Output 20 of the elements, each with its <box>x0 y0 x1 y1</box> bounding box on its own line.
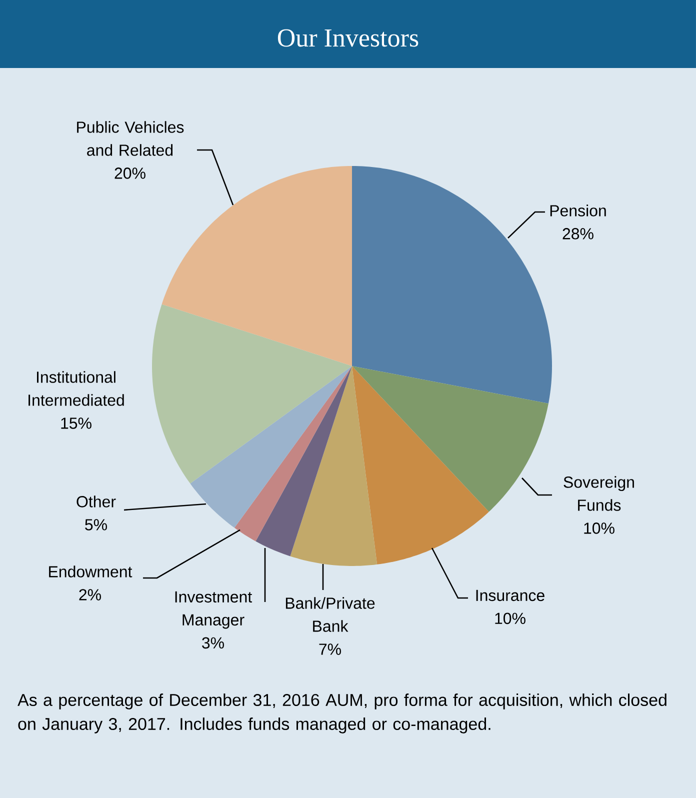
data-label: 10% <box>495 612 526 624</box>
text: As a percentage of December 31, 2016 AUM, pro forma for acquisition, which closed on January 3, 2017. Includes funds managed or co-managed. <box>18 694 666 734</box>
data-label: 5% <box>85 519 107 530</box>
slice-label: Public Vehicles and Related <box>77 121 184 156</box>
slice-label: Sovereign Funds <box>564 476 634 511</box>
slice-label: Investment Manager <box>175 591 252 629</box>
slice-label: Institutional Intermediated <box>28 371 124 406</box>
data-label: 7% <box>319 644 341 655</box>
data-label: 10% <box>584 522 614 534</box>
chart-title: Our Investors <box>278 29 418 47</box>
data-label: 20% <box>114 168 146 179</box>
slice-label: Other <box>76 496 116 508</box>
data-label: 15% <box>61 418 92 429</box>
data-label: 2% <box>79 589 101 600</box>
data-label: 28% <box>562 228 594 240</box>
slice-label: Pension <box>550 204 606 216</box>
slice-label: Bank/Private Bank <box>286 597 375 632</box>
slice-label: Endowment <box>49 566 132 578</box>
slice-label: Insurance <box>476 590 544 602</box>
data-label: 3% <box>202 637 224 649</box>
